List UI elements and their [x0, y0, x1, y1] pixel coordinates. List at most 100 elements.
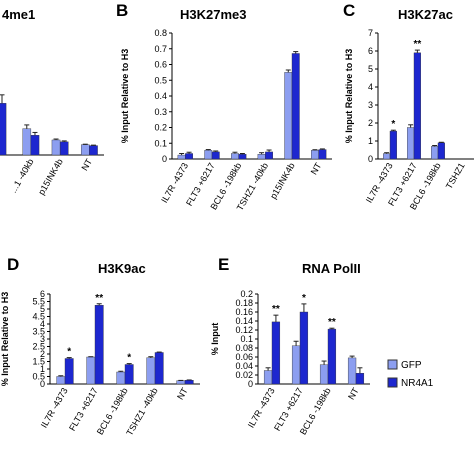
x-tick-label: FLT3 +6217	[67, 386, 100, 433]
bar-nr4a1	[265, 151, 274, 160]
bar-nr4a1	[124, 364, 134, 385]
y-tick-label: 6	[40, 289, 45, 299]
significance-mark: *	[302, 293, 306, 304]
y-tick-label: 0.04	[235, 361, 253, 371]
y-tick-label: 4	[40, 319, 45, 329]
panel-title: H3K27ac	[398, 7, 453, 22]
legend-swatch-nr4a1	[387, 377, 398, 388]
x-tick-label: ...1 -40kb	[8, 157, 35, 195]
significance-mark: *	[67, 347, 71, 358]
bar-gfp	[56, 376, 66, 385]
bar-gfp	[177, 154, 186, 160]
bar-gfp	[80, 144, 90, 156]
bar-nr4a1	[154, 352, 164, 385]
bar-nr4a1	[318, 149, 327, 160]
bar-nr4a1	[94, 305, 104, 385]
y-tick-label: 3	[40, 334, 45, 344]
bar-nr4a1	[271, 321, 281, 385]
y-tick-label: 5.5	[32, 297, 45, 307]
bar-gfp	[176, 380, 186, 385]
y-tick-label: 1.5	[32, 357, 45, 367]
legend-swatch-gfp	[387, 359, 398, 370]
significance-mark: **	[272, 304, 280, 315]
bar-gfp	[204, 150, 213, 160]
panel-title: RNA PolII	[302, 261, 361, 276]
panel-title: H3K27me3	[180, 7, 247, 22]
bar-nr4a1	[299, 311, 309, 385]
bar-nr4a1	[211, 151, 220, 160]
bar-gfp	[22, 128, 32, 156]
x-tick-label: IL7R -4373	[39, 386, 70, 430]
y-axis-label: % Input Relative to H3	[344, 49, 354, 144]
y-tick-label: 7	[368, 28, 373, 38]
bar-gfp	[407, 127, 415, 160]
significance-mark: **	[413, 39, 421, 50]
bar-nr4a1	[291, 53, 300, 160]
y-tick-label: 2.5	[32, 342, 45, 352]
y-tick-label: 2	[368, 118, 373, 128]
y-tick-label: 3	[368, 100, 373, 110]
x-tick-label: NT	[175, 386, 190, 402]
bar-nr4a1	[89, 145, 98, 156]
bar-nr4a1	[389, 130, 397, 160]
bar-nr4a1	[59, 141, 69, 156]
significance-mark: *	[391, 119, 395, 130]
x-tick-label: FLT3 +6217	[272, 386, 305, 433]
bar-gfp	[257, 154, 266, 160]
significance-mark: *	[127, 353, 131, 364]
y-axis-label: % Input Relative to H3	[120, 49, 130, 144]
panel-letter: D	[7, 255, 19, 274]
x-tick-label: BCL6 -198kb	[95, 386, 130, 437]
x-tick-label: p15INK4b	[36, 157, 65, 197]
bar-nr4a1-partial	[0, 103, 7, 156]
y-tick-label: 0.2	[154, 123, 167, 133]
bar-nr4a1	[413, 52, 421, 160]
bar-gfp	[51, 139, 61, 156]
bar-gfp	[347, 357, 357, 385]
y-tick-label: 1	[368, 136, 373, 146]
panel-letter: C	[343, 1, 355, 20]
x-tick-label: IL7R -4373	[246, 386, 277, 430]
y-tick-label: 4.5	[32, 312, 45, 322]
y-tick-label: 0.08	[235, 343, 253, 353]
bar-gfp	[284, 72, 293, 160]
bar-nr4a1	[64, 358, 74, 385]
y-tick-label: 4	[368, 82, 373, 92]
x-tick-label: NT	[346, 386, 361, 402]
x-tick-label: TSHZ1	[444, 161, 467, 191]
significance-mark: **	[328, 317, 336, 328]
bar-nr4a1	[238, 154, 247, 160]
bar-nr4a1	[355, 373, 365, 385]
bar-nr4a1	[437, 142, 445, 160]
bar-gfp	[116, 371, 126, 385]
y-tick-label: 0.8	[154, 28, 167, 38]
x-tick-label: p15INK4b	[268, 161, 297, 201]
y-tick-label: 0	[248, 379, 253, 389]
y-tick-label: 3.5	[32, 327, 45, 337]
bar-gfp	[383, 153, 391, 160]
y-tick-label: 0.02	[235, 370, 253, 380]
panel-letter: E	[218, 255, 229, 274]
y-axis-label: % Input	[210, 323, 220, 356]
panel-letter: B	[116, 1, 128, 20]
bar-gfp	[263, 370, 273, 385]
bar-nr4a1	[184, 380, 194, 385]
y-tick-label: 2	[40, 349, 45, 359]
y-tick-label: 0.06	[235, 352, 253, 362]
y-tick-label: 0.5	[32, 372, 45, 382]
bar-gfp	[431, 146, 439, 160]
y-tick-label: 0.7	[154, 44, 167, 54]
legend: GFP NR4A1	[387, 359, 434, 389]
y-tick-label: 0.14	[235, 316, 253, 326]
y-tick-label: 0.1	[154, 138, 167, 148]
y-axis-label: % Input Relative to H3	[0, 292, 10, 387]
y-tick-label: 5	[368, 64, 373, 74]
y-tick-label: 0	[162, 154, 167, 164]
bar-nr4a1	[185, 153, 193, 160]
y-tick-label: 0.18	[235, 298, 253, 308]
bar-gfp	[311, 150, 319, 160]
bar-nr4a1	[327, 328, 337, 385]
bar-gfp	[230, 153, 239, 160]
